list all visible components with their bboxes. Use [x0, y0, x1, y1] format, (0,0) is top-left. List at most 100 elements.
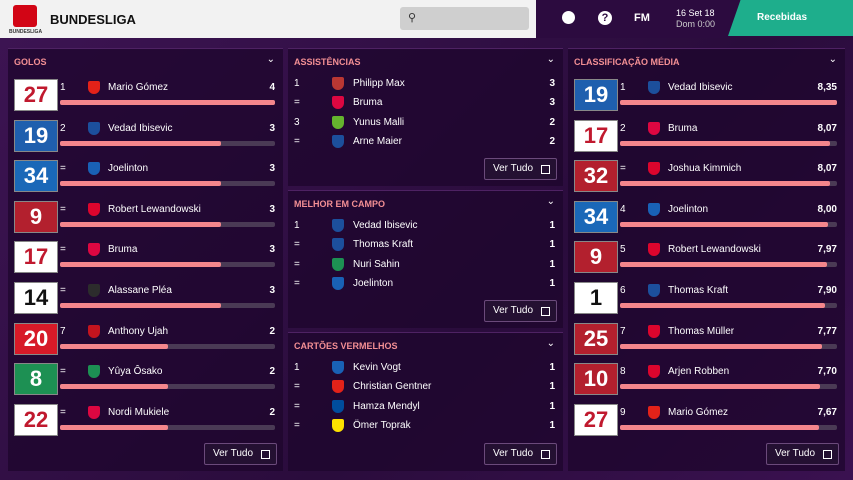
shirt-number: 34	[14, 160, 58, 193]
player-name[interactable]: Ömer Toprak	[353, 419, 411, 431]
rank: =	[60, 366, 66, 378]
stat-value: 1	[549, 362, 555, 373]
rank: 1	[294, 362, 300, 373]
stat-bar	[620, 181, 830, 187]
collapse[interactable]: ⌄	[546, 54, 555, 65]
club-crest	[332, 418, 344, 432]
view-all-button[interactable]: Ver Tudo	[484, 158, 557, 180]
club-crest	[332, 380, 344, 394]
stat-bar	[620, 384, 821, 390]
player-name[interactable]: Robert Lewandowski	[668, 244, 761, 256]
player-name[interactable]: Anthony Ujah	[108, 325, 169, 337]
shirt-number: 10	[574, 363, 618, 396]
fm-icon[interactable]: FM	[634, 12, 650, 24]
logo[interactable]	[13, 5, 37, 27]
player-name[interactable]: Nuri Sahin	[353, 258, 400, 270]
stat-value: 1	[549, 419, 555, 431]
player-name[interactable]: Vedad Ibisevic	[353, 220, 418, 231]
panel: MELHOR EM CAMPO ⌄ 1 Vedad Ibisevic 1 = Thomas …	[288, 190, 563, 328]
inbox-label: Recebidas	[757, 12, 808, 23]
rank: =	[294, 97, 300, 109]
rank: 1	[294, 220, 300, 231]
stat-value: 2	[269, 325, 275, 337]
player-name[interactable]: Joelinton	[668, 203, 709, 215]
player-name[interactable]: Robert Lewandowski	[108, 203, 201, 215]
club-crest	[88, 162, 100, 176]
help-icon[interactable]: ?	[598, 11, 612, 25]
ball-icon[interactable]	[562, 11, 575, 24]
panel: CLASSIFICAÇÃO MÉDIA ⌄ 19 1 Vedad Ibisevic 8,3…	[568, 48, 845, 471]
player-name[interactable]: Joelinton	[108, 163, 149, 175]
player-name[interactable]: Joshua Kimmich	[668, 163, 742, 175]
player-name[interactable]: Alassane Pléa	[108, 285, 172, 296]
collapse[interactable]: ⌄	[546, 338, 555, 349]
club-crest	[88, 324, 100, 338]
player-name[interactable]: Arne Maier	[353, 135, 402, 147]
player-name[interactable]: Bruma	[353, 97, 383, 109]
stat-bar	[620, 221, 828, 227]
player-name[interactable]: Mario Gómez	[668, 406, 729, 418]
collapse[interactable]: ⌄	[266, 54, 275, 65]
panel: CARTÕES VERMELHOS ⌄ 1 Kevin Vogt 1 = Christian…	[288, 332, 563, 471]
player-name[interactable]: Thomas Müller	[668, 325, 735, 337]
club-crest	[88, 121, 100, 135]
player-name[interactable]: Hamza Mendyl	[353, 400, 420, 412]
club-crest	[332, 399, 344, 413]
club-crest	[648, 324, 660, 338]
view-all-label: Ver Tudo	[775, 448, 816, 459]
stat-value: 1	[549, 258, 555, 270]
club-crest	[88, 405, 100, 419]
collapse[interactable]: ⌄	[828, 54, 837, 65]
stat-bar	[60, 221, 222, 227]
panel: GOLOS ⌄ 27 1 Mario Gómez 4 19 2 Vedad Ibisevic 3 3…	[8, 48, 283, 471]
club-crest	[332, 276, 344, 290]
player-name[interactable]: Christian Gentner	[353, 381, 432, 393]
club-crest	[648, 81, 660, 94]
player-name[interactable]: Vedad Ibisevic	[108, 122, 173, 134]
shirt-number: 22	[14, 403, 58, 436]
shirt-number: 27	[574, 403, 618, 436]
player-name[interactable]: Bruma	[108, 244, 138, 256]
player-name[interactable]: Thomas Kraft	[668, 285, 729, 296]
search-box[interactable]: ⚲	[400, 7, 529, 30]
inbox-button[interactable]: Recebidas	[728, 0, 853, 36]
player-name[interactable]: Philipp Max	[353, 78, 405, 89]
view-all-label: Ver Tudo	[493, 448, 534, 459]
player-name[interactable]: Kevin Vogt	[353, 362, 401, 373]
stat-bar	[60, 262, 222, 268]
view-all-button[interactable]: Ver Tudo	[484, 443, 557, 465]
stat-bar	[60, 181, 222, 187]
club-crest	[648, 202, 660, 216]
stat-value: 2	[549, 116, 555, 128]
club-crest	[88, 365, 100, 379]
view-all-button[interactable]: Ver Tudo	[484, 300, 557, 322]
player-name[interactable]: Yûya Ôsako	[108, 366, 163, 378]
player-name[interactable]: Nordi Mukiele	[108, 406, 170, 418]
panel-title: ASSISTÊNCIAS	[294, 57, 361, 67]
stat-value: 7,67	[817, 406, 837, 418]
stat-value: 3	[269, 163, 275, 175]
shirt-number: 9	[574, 241, 618, 274]
player-name[interactable]: Bruma	[668, 122, 698, 134]
player-name[interactable]: Arjen Robben	[668, 366, 730, 378]
player-name[interactable]: Joelinton	[353, 277, 394, 289]
club-crest	[648, 405, 660, 419]
rank: =	[294, 135, 300, 147]
stat-value: 1	[549, 239, 555, 251]
stat-value: 1	[549, 220, 555, 231]
player-name[interactable]: Thomas Kraft	[353, 239, 414, 251]
club-crest	[648, 121, 660, 135]
rank: 3	[294, 116, 300, 128]
stat-value: 7,70	[817, 366, 837, 378]
player-name[interactable]: Vedad Ibisevic	[668, 82, 733, 93]
view-all-button[interactable]: Ver Tudo	[766, 443, 839, 465]
club-crest	[332, 115, 344, 129]
rank: 9	[620, 406, 626, 418]
rank: =	[294, 239, 300, 251]
stat-value: 3	[549, 97, 555, 109]
rank: =	[60, 203, 66, 215]
collapse[interactable]: ⌄	[546, 196, 555, 207]
player-name[interactable]: Yunus Malli	[353, 116, 405, 128]
view-all-button[interactable]: Ver Tudo	[204, 443, 277, 465]
player-name[interactable]: Mario Gómez	[108, 82, 169, 93]
